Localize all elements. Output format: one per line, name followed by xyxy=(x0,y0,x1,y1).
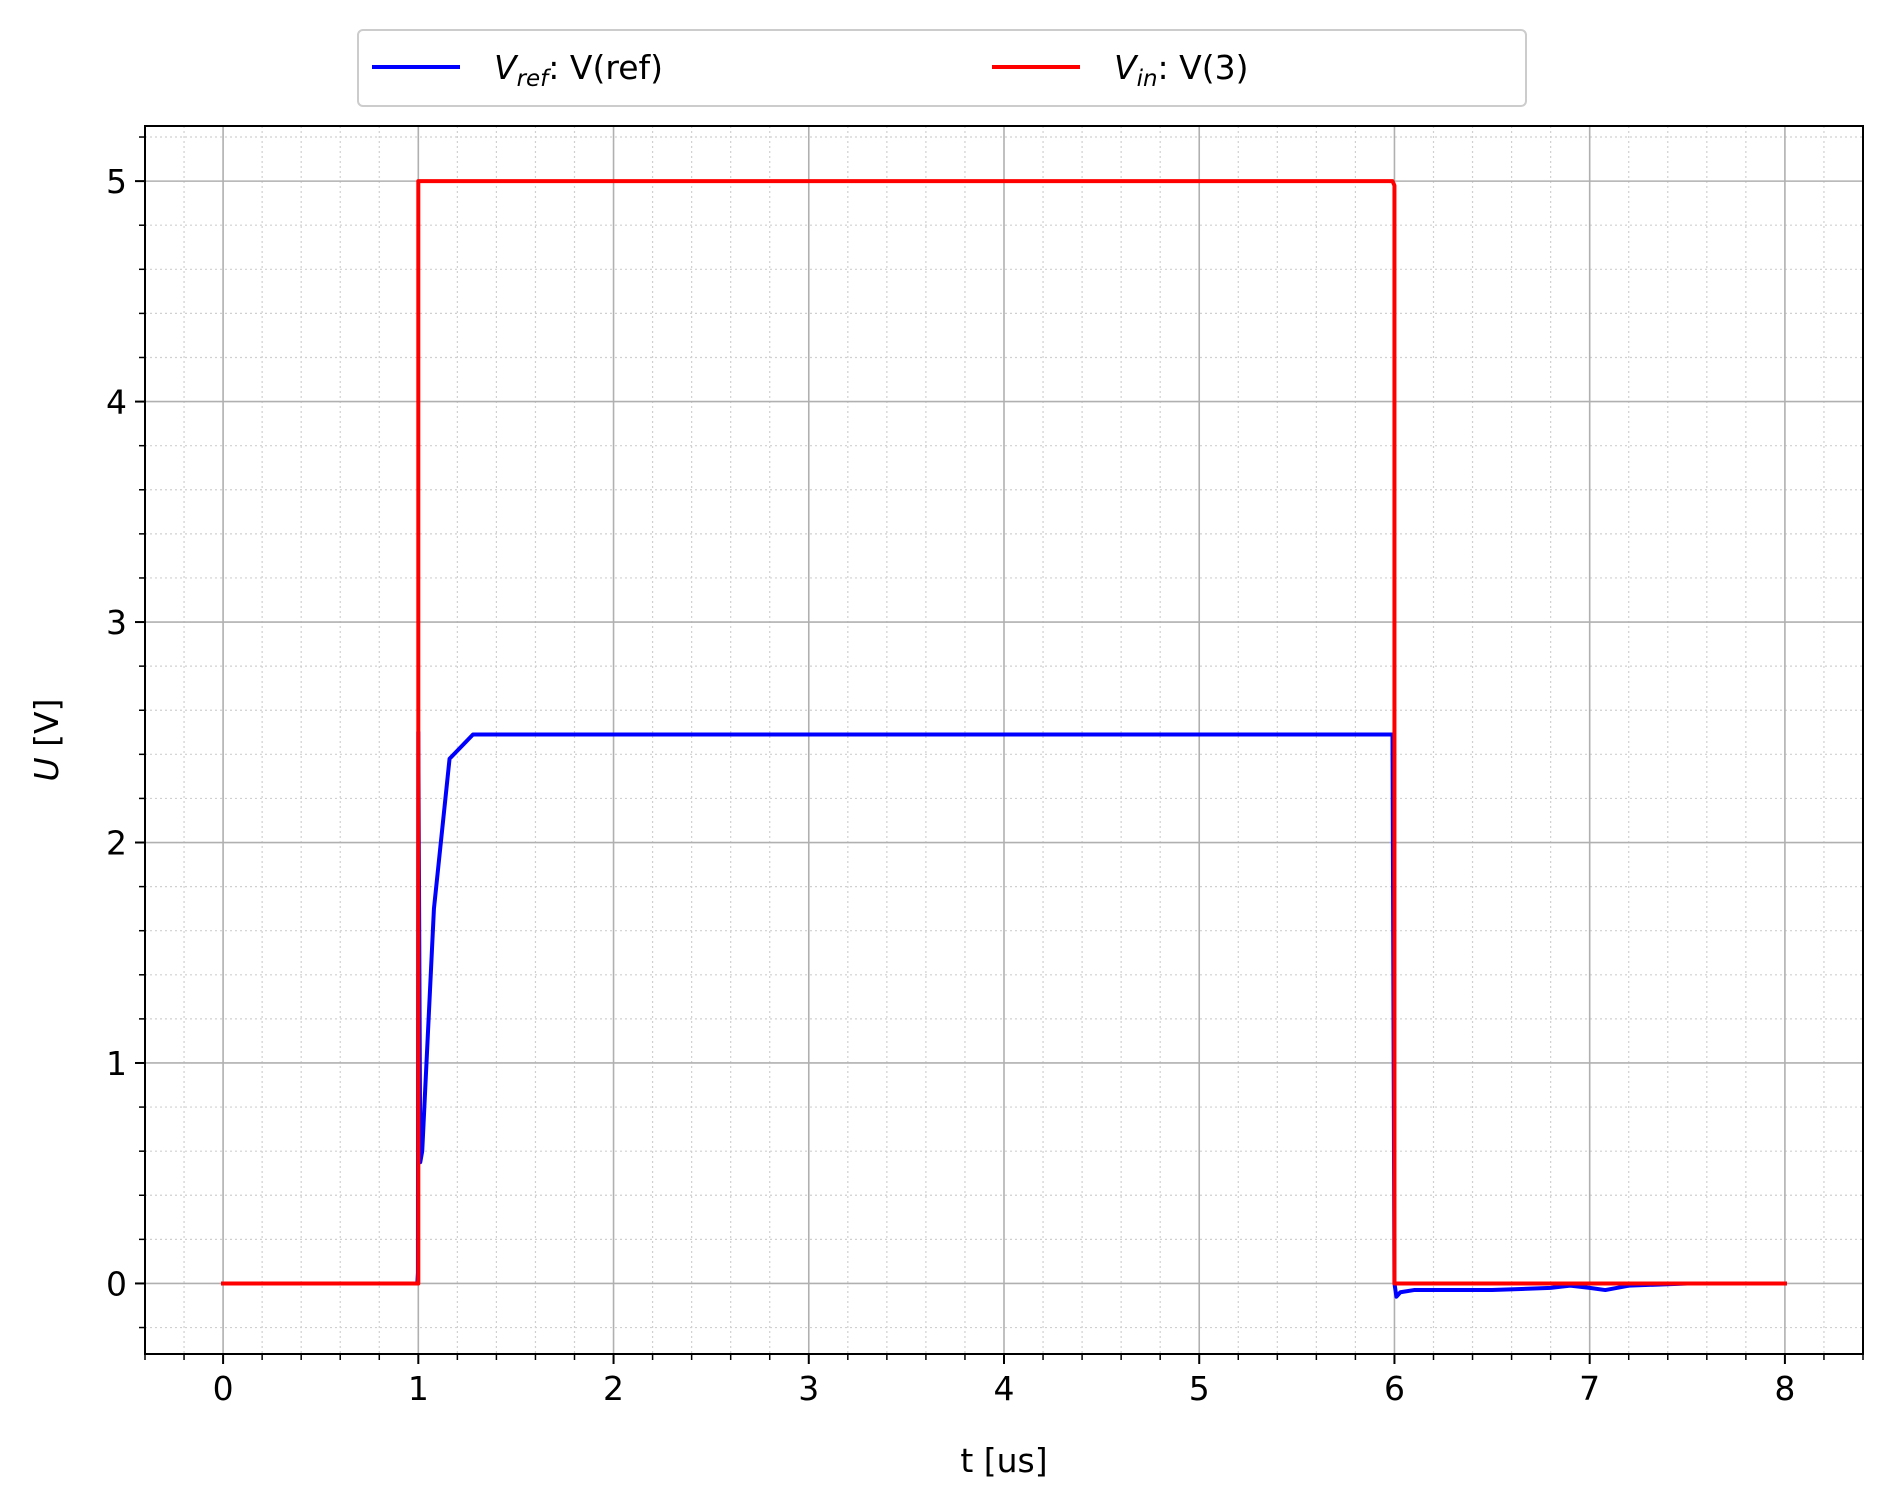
x-tick-label: 3 xyxy=(798,1369,819,1408)
legend-entry-vin: Vin: V(3) xyxy=(1114,48,1248,92)
x-tick-label: 8 xyxy=(1774,1369,1795,1408)
legend-symbol: V xyxy=(494,48,519,87)
x-tick-label: 1 xyxy=(408,1369,429,1408)
legend-suffix: : V(3) xyxy=(1158,48,1249,87)
y-tick-label: 2 xyxy=(106,824,127,863)
legend-subscript: in xyxy=(1137,66,1158,92)
y-tick-label: 3 xyxy=(106,603,127,642)
axis-ticks xyxy=(135,136,1864,1364)
minor-grid xyxy=(144,126,1864,1354)
legend-entry-vref: Vref: V(ref) xyxy=(494,48,663,92)
y-tick-label: 0 xyxy=(106,1264,127,1303)
y-tick-labels: 0 1 2 3 4 5 xyxy=(106,162,127,1303)
x-tick-label: 5 xyxy=(1189,1369,1210,1408)
series-layer xyxy=(221,179,1787,1299)
x-tick-label: 7 xyxy=(1579,1369,1600,1408)
y-axis-label-unit: [V] xyxy=(27,699,66,758)
y-axis-label: U [V] xyxy=(27,699,66,782)
y-tick-label: 4 xyxy=(106,383,127,422)
legend-box xyxy=(357,29,1527,107)
y-tick-label: 5 xyxy=(106,162,127,201)
x-tick-label: 0 xyxy=(213,1369,234,1408)
legend-suffix: : V(ref) xyxy=(548,48,663,87)
x-axis-label: t [us] xyxy=(960,1441,1047,1480)
y-axis-label-symbol: U xyxy=(27,757,66,781)
legend-subscript: ref xyxy=(517,66,552,92)
legend-symbol: V xyxy=(1114,48,1139,87)
x-tick-label: 2 xyxy=(603,1369,624,1408)
legend: Vref: V(ref) Vin: V(3) xyxy=(357,29,1527,107)
x-tick-label: 6 xyxy=(1384,1369,1405,1408)
series-line-vin xyxy=(221,179,1787,1286)
y-tick-label: 1 xyxy=(106,1044,127,1083)
x-tick-label: 4 xyxy=(994,1369,1015,1408)
x-tick-labels: 0 1 2 3 4 5 6 7 8 xyxy=(213,1369,1796,1408)
